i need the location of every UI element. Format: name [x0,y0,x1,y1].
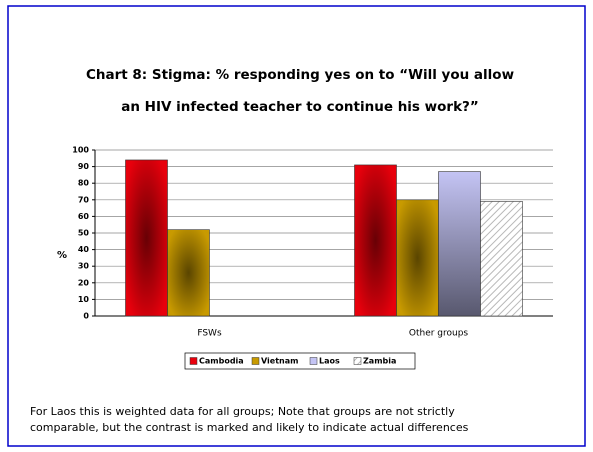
legend-swatch [353,357,362,365]
y-tick-label: 0 [83,312,89,321]
bar [354,164,397,317]
y-axis-label: % [57,250,67,261]
chart-title: an HIV infected teacher to continue his … [121,99,479,115]
y-tick-label: 70 [78,195,90,204]
bar [125,159,168,317]
bar [396,199,439,317]
y-tick-label: 80 [78,179,90,188]
legend-swatch [309,357,318,365]
y-tick-label: 60 [78,212,90,221]
note: For Laos this is weighted data for all g… [30,405,455,418]
y-tick-label: 90 [78,162,90,171]
legend-box [184,352,416,370]
legend-label: Laos [319,357,340,366]
legend-swatch [189,357,198,365]
y-tick-label: 10 [78,295,90,304]
note: comparable, but the contrast is marked a… [30,421,469,434]
legend-label: Cambodia [199,357,244,366]
legend-swatch [251,357,260,365]
y-tick-label: 40 [78,245,90,254]
y-tick-label: 100 [72,146,89,155]
x-tick-label: Other groups [409,329,469,339]
bar [167,229,210,317]
y-tick-label: 20 [78,278,90,287]
y-tick-label: 30 [78,262,90,271]
x-tick-label: FSWs [197,329,222,339]
legend-label: Zambia [363,357,396,366]
legend-label: Vietnam [261,357,298,366]
bar [480,201,523,317]
bar [438,171,481,317]
y-tick-label: 50 [78,229,90,238]
chart-title: Chart 8: Stigma: % responding yes on to … [86,67,514,83]
